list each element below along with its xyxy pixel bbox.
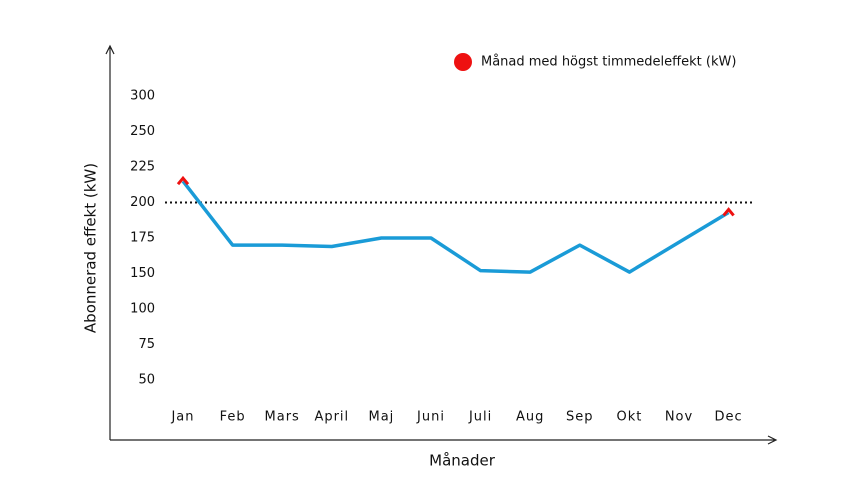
x-tick-label: Jan (170, 410, 194, 425)
x-tick-label: April (314, 410, 349, 425)
y-tick-label: 175 (130, 231, 155, 246)
y-tick-label: 150 (130, 266, 155, 281)
x-tick-label: Feb (220, 410, 246, 425)
highlight-marker (176, 175, 190, 186)
legend-marker (454, 53, 472, 71)
y-tick-label: 250 (130, 124, 155, 139)
data-line (181, 180, 730, 274)
y-tick-label: 300 (130, 89, 155, 104)
x-tick-label: Dec (715, 410, 743, 425)
y-tick-label: 50 (138, 373, 155, 388)
highlight-marker (722, 207, 735, 217)
x-tick-label: Okt (616, 410, 642, 425)
y-tick-label: 225 (130, 160, 155, 175)
x-tick-label: Maj (369, 410, 395, 425)
legend-label: Månad med högst timmedeleffekt (kW) (481, 55, 736, 70)
x-tick-label: Sep (566, 410, 594, 425)
x-tick-label: Mars (265, 410, 300, 425)
x-tick-label: Nov (665, 410, 693, 425)
y-axis (105, 44, 115, 440)
x-tick-label: Aug (516, 410, 544, 425)
y-tick-label: 100 (130, 302, 155, 317)
y-tick-label: 75 (138, 337, 155, 352)
y-tick-label: 200 (130, 195, 155, 210)
x-tick-label: Juli (468, 410, 492, 425)
x-axis-title: Månader (429, 452, 496, 470)
x-axis (110, 435, 778, 445)
x-tick-label: Juni (416, 410, 445, 425)
y-axis-title: Abonnerad effekt (kW) (82, 163, 100, 333)
